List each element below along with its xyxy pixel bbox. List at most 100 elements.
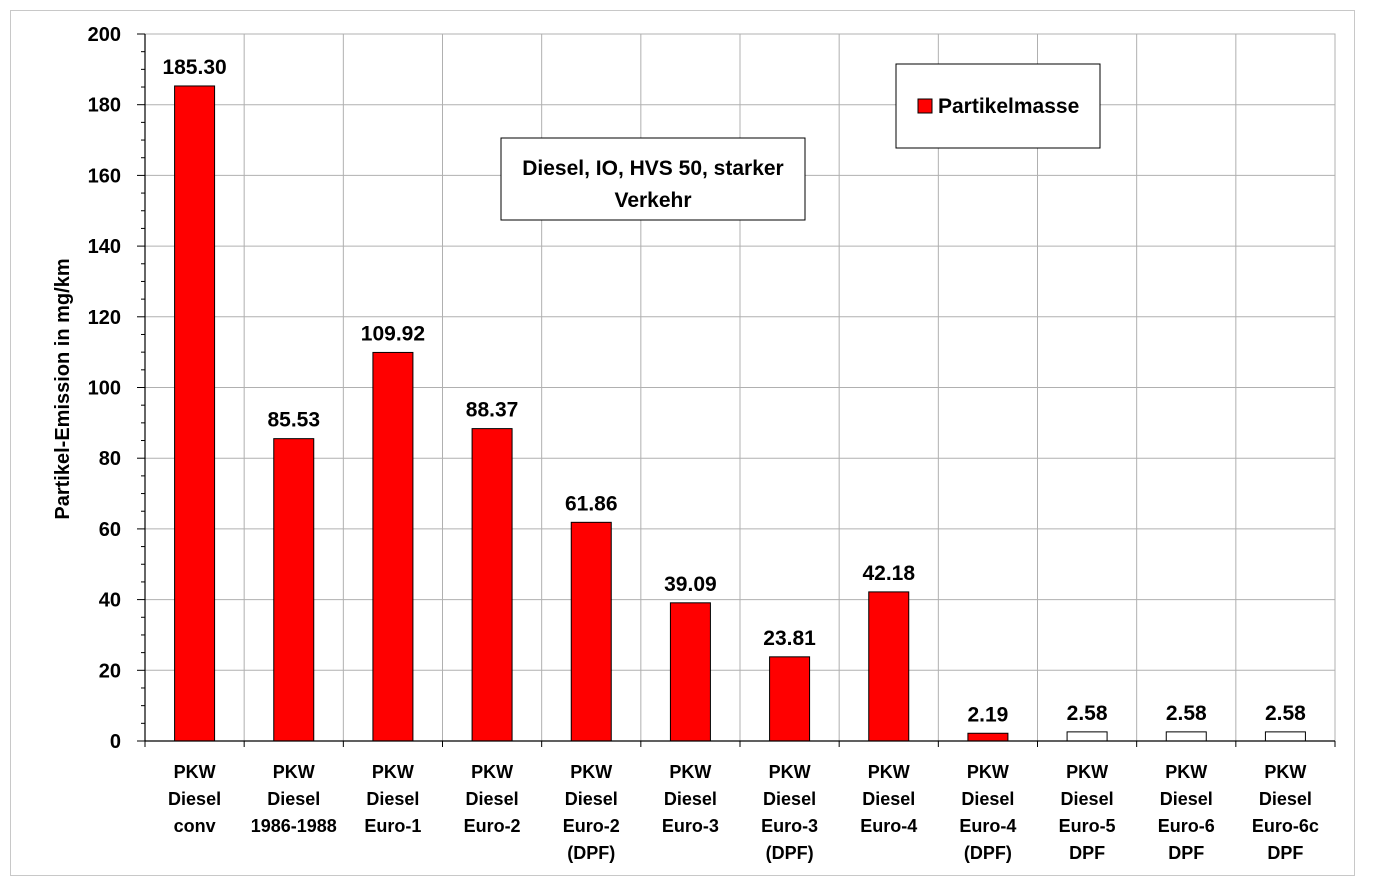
bar <box>570 521 612 742</box>
x-tick-label-line: Euro-4 <box>860 816 917 836</box>
x-tick-label-line: Diesel <box>366 789 419 809</box>
bar <box>769 656 811 742</box>
x-tick-label-line: Euro-2 <box>563 816 620 836</box>
y-tick-label: 40 <box>99 590 121 612</box>
x-tick-label-line: Diesel <box>565 789 618 809</box>
x-tick-label-line: Diesel <box>267 789 320 809</box>
x-tick-label-line: Diesel <box>763 789 816 809</box>
x-tick-label-line: DPF <box>1168 843 1204 863</box>
x-tick-label-line: Euro-1 <box>364 816 421 836</box>
x-tick-label-line: PKW <box>669 762 711 782</box>
y-tick-label: 20 <box>99 660 121 682</box>
x-tick-label-line: DPF <box>1069 843 1105 863</box>
x-tick-label: PKW Diesel Euro-6 DPF <box>1158 762 1215 863</box>
y-tick-labels: 0 20 40 60 80 100 120 140 160 180 200 <box>88 24 121 753</box>
data-label: 185.30 <box>162 56 226 79</box>
data-label: 2.58 <box>1067 702 1108 725</box>
x-tick-label-line: Diesel <box>1160 789 1213 809</box>
x-tick-label: PKW Diesel conv <box>168 762 221 836</box>
data-label: 61.86 <box>565 492 618 515</box>
data-label: 42.18 <box>862 562 915 585</box>
bar <box>372 351 414 742</box>
data-label: 2.58 <box>1265 702 1306 725</box>
x-tick-label-line: Diesel <box>168 789 221 809</box>
bar <box>669 602 711 742</box>
x-tick-label: PKW Diesel Euro-2 (DPF) <box>563 762 620 863</box>
annotation-box: Diesel, IO, HVS 50, starker Verkehr <box>500 137 806 221</box>
x-tick-label: PKW Diesel Euro-1 <box>364 762 421 836</box>
data-label: 85.53 <box>267 409 320 432</box>
x-tick-label: PKW Diesel Euro-6c DPF <box>1252 762 1319 863</box>
x-tick-label-line: Euro-5 <box>1059 816 1116 836</box>
axes <box>137 33 1336 747</box>
y-tick-label: 140 <box>88 236 121 258</box>
x-tick-label: PKW Diesel Euro-3 (DPF) <box>761 762 818 863</box>
x-tick-label-line: PKW <box>967 762 1009 782</box>
x-tick-label-line: Diesel <box>862 789 915 809</box>
x-tick-label-line: PKW <box>769 762 811 782</box>
x-tick-label-line: PKW <box>570 762 612 782</box>
x-tick-label: PKW Diesel 1986-1988 <box>251 762 337 836</box>
x-tick-labels: PKW Diesel conv PKW Diesel 1986-1988 PKW Diesel… <box>168 762 1319 863</box>
annotation-line-2: Verkehr <box>614 189 691 212</box>
x-tick-label-line: Diesel <box>466 789 519 809</box>
bar <box>967 732 1009 742</box>
bar <box>1264 731 1306 742</box>
y-axis-label: Partikel-Emission in mg/km <box>52 258 74 519</box>
x-tick-label-line: Diesel <box>1061 789 1114 809</box>
x-tick-label-line: (DPF) <box>567 843 615 863</box>
bar <box>1066 731 1108 742</box>
data-label: 2.19 <box>967 703 1008 726</box>
x-tick-label-line: PKW <box>868 762 910 782</box>
legend: Partikelmasse <box>895 63 1101 149</box>
bar <box>273 438 315 742</box>
bar <box>868 591 910 742</box>
x-tick-label: PKW Diesel Euro-2 <box>464 762 521 836</box>
bars <box>174 85 1306 742</box>
legend-label: Partikelmasse <box>938 95 1079 118</box>
data-label: 88.37 <box>466 399 519 422</box>
y-tick-label: 80 <box>99 448 121 470</box>
legend-swatch <box>917 98 933 114</box>
x-tick-label-line: PKW <box>273 762 315 782</box>
x-tick-label-line: PKW <box>471 762 513 782</box>
x-tick-label-line: 1986-1988 <box>251 816 337 836</box>
x-tick-label-line: Diesel <box>961 789 1014 809</box>
y-tick-label: 120 <box>88 307 121 329</box>
x-tick-label-line: Euro-6c <box>1252 816 1319 836</box>
data-label: 2.58 <box>1166 702 1207 725</box>
x-tick-label-line: Diesel <box>664 789 717 809</box>
data-label: 109.92 <box>361 322 425 345</box>
x-tick-label-line: (DPF) <box>766 843 814 863</box>
data-label: 39.09 <box>664 573 717 596</box>
x-tick-label-line: conv <box>174 816 216 836</box>
bar <box>1165 731 1207 742</box>
y-tick-label: 100 <box>88 378 121 400</box>
grid-lines <box>144 33 1336 742</box>
annotation-line-1: Diesel, IO, HVS 50, starker <box>522 157 783 180</box>
x-tick-label: PKW Diesel Euro-4 (DPF) <box>959 762 1016 863</box>
bar <box>471 428 513 742</box>
y-tick-label: 0 <box>110 731 121 753</box>
x-tick-label-line: PKW <box>174 762 216 782</box>
x-tick-label: PKW Diesel Euro-3 <box>662 762 719 836</box>
y-tick-label: 180 <box>88 95 121 117</box>
x-tick-label-line: Euro-3 <box>662 816 719 836</box>
x-tick-label: PKW Diesel Euro-4 <box>860 762 917 836</box>
y-tick-label: 200 <box>88 24 121 46</box>
x-tick-label-line: Euro-4 <box>959 816 1016 836</box>
x-tick-label-line: Euro-2 <box>464 816 521 836</box>
x-tick-label-line: Euro-3 <box>761 816 818 836</box>
x-tick-label-line: (DPF) <box>964 843 1012 863</box>
x-tick-label-line: PKW <box>1264 762 1306 782</box>
x-tick-label-line: PKW <box>372 762 414 782</box>
x-tick-label-line: DPF <box>1267 843 1303 863</box>
x-tick-label-line: PKW <box>1066 762 1108 782</box>
y-tick-label: 160 <box>88 165 121 187</box>
x-tick-label: PKW Diesel Euro-5 DPF <box>1059 762 1116 863</box>
x-tick-label-line: PKW <box>1165 762 1207 782</box>
data-label: 23.81 <box>763 627 816 650</box>
x-tick-label-line: Diesel <box>1259 789 1312 809</box>
data-labels: 185.30 85.53 109.92 88.37 61.86 39.09 23.81 42.… <box>162 56 1306 726</box>
